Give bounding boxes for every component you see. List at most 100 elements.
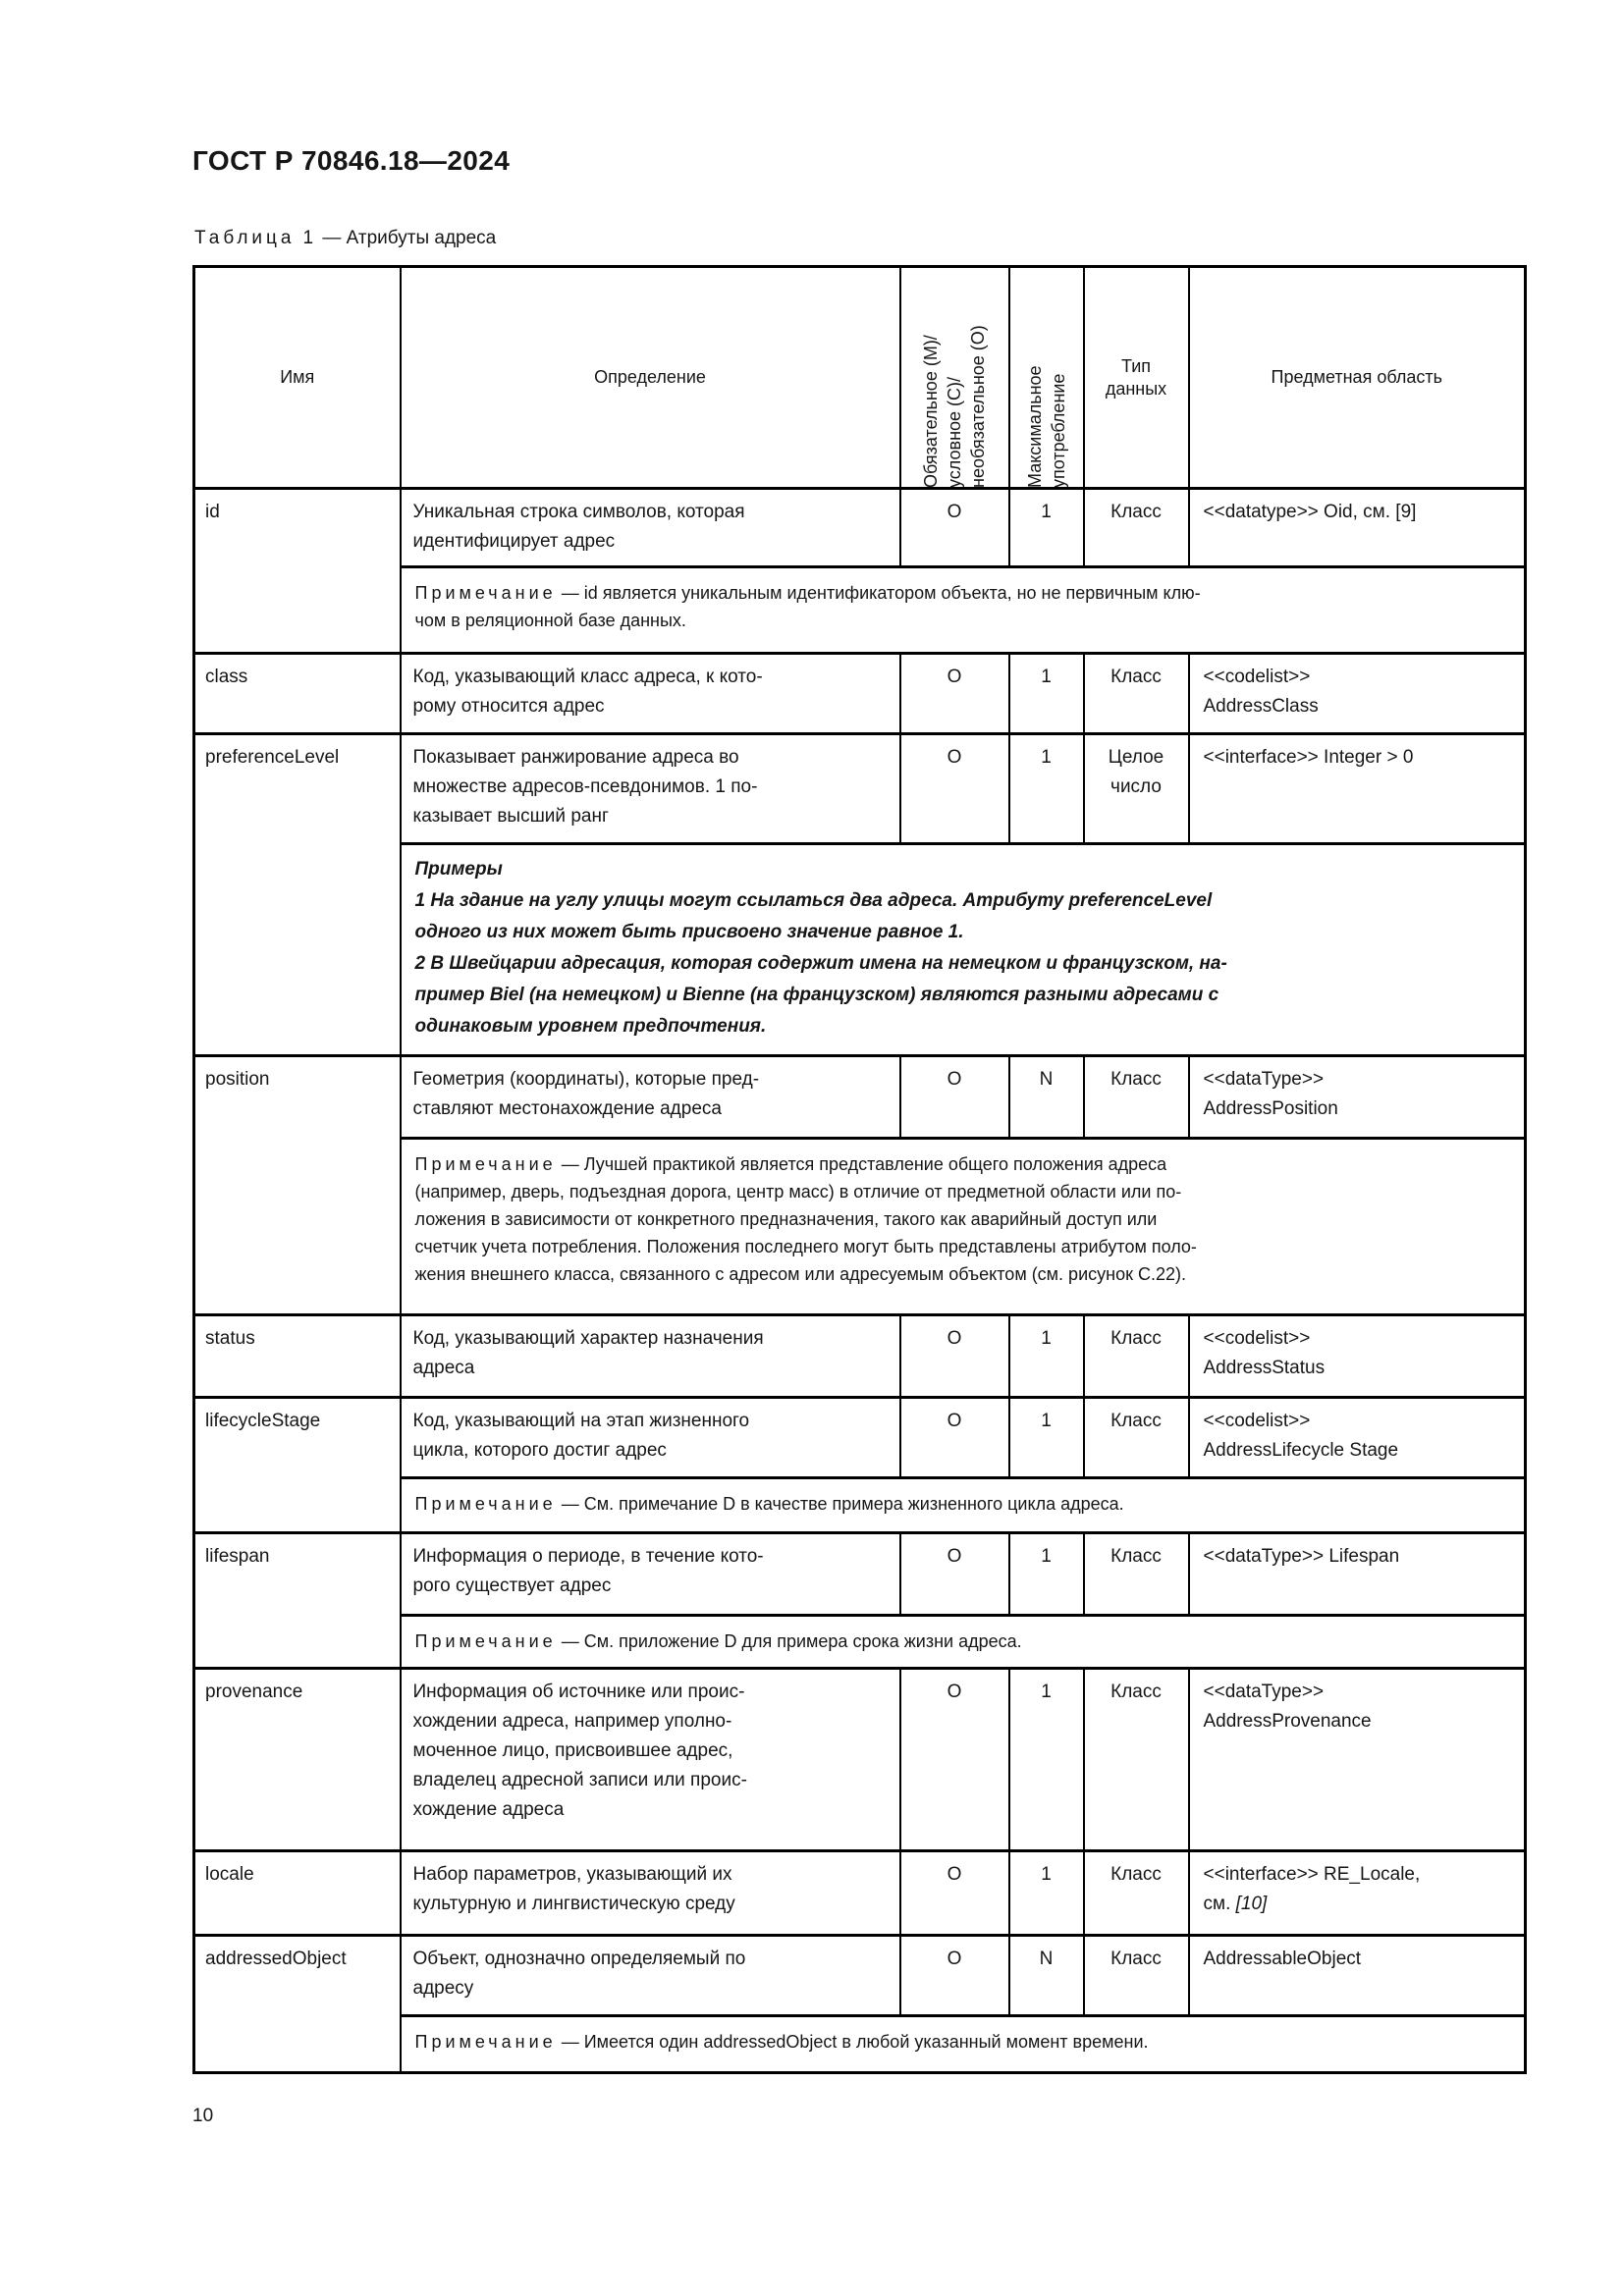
obligation-cell: О	[898, 652, 1010, 735]
domain-cell: <<datatype>> Oid, см. [9]	[1187, 487, 1527, 568]
data-type-cell: Класс	[1082, 1531, 1190, 1617]
row-position: position Геометрия (координаты), которые…	[192, 1054, 1527, 1316]
row-id: id Уникальная строка символов, которая и…	[192, 487, 1527, 655]
domain-cell: <<dataType>> AddressPosition	[1187, 1054, 1527, 1140]
domain-cell: <<interface>> RE_Locale, см. [10]	[1187, 1849, 1527, 1937]
definition-cell: Информация об источнике или проис- хожде…	[399, 1667, 901, 1852]
note-text: — См. приложение D для примера срока жиз…	[561, 1631, 1022, 1651]
data-type-cell: Класс	[1082, 1667, 1190, 1852]
max-usage-cell: 1	[1007, 1667, 1085, 1852]
row-class: class Код, указывающий класс адреса, к к…	[192, 652, 1527, 735]
header-data-type: Тип данных	[1082, 265, 1190, 490]
row-lifespan-note: Примечание — См. приложение D для пример…	[194, 1614, 1527, 1670]
definition-cell: Геометрия (координаты), которые пред- ст…	[399, 1054, 901, 1140]
note-cell: Примечание — Имеется один addressedObjec…	[399, 2014, 1527, 2074]
caption-dash: —	[322, 228, 342, 248]
max-usage-cell: 1	[1007, 1396, 1085, 1479]
row-lifecycleStage-note: Примечание — См. примечание D в качестве…	[194, 1476, 1527, 1534]
domain-cell: <<codelist>> AddressStatus	[1187, 1313, 1527, 1399]
row-preferenceLevel: preferenceLevel Показывает ранжирование …	[192, 732, 1527, 1057]
obligation-cell: О	[898, 487, 1010, 568]
attr-name-cell: provenance	[192, 1667, 402, 1852]
note-cell: Примечание — См. приложение D для пример…	[399, 1614, 1527, 1670]
attr-name-cell: position	[192, 1054, 402, 1316]
note-label: Примечание	[414, 1494, 557, 1514]
attr-name-cell: preferenceLevel	[192, 732, 402, 1057]
data-type-cell: Класс	[1082, 487, 1190, 568]
definition-cell: Набор параметров, указывающий их культур…	[399, 1849, 901, 1937]
header-domain: Предметная область	[1187, 265, 1527, 490]
note-text: — id является уникальным идентификатором…	[414, 583, 1201, 630]
domain-text: <<interface>> RE_Locale, см.	[1203, 1864, 1421, 1914]
definition-cell: Код, указывающий характер назначения адр…	[399, 1313, 901, 1399]
domain-cell: <<codelist>> AddressLifecycle Stage	[1187, 1396, 1527, 1479]
domain-cell: <<codelist>> AddressClass	[1187, 652, 1527, 735]
obligation-cell: О	[898, 1531, 1010, 1617]
obligation-cell: О	[898, 1054, 1010, 1140]
note-cell: Примечание — id является уникальным иден…	[399, 565, 1527, 655]
data-type-cell: Класс	[1082, 1396, 1190, 1479]
obligation-cell: О	[898, 732, 1010, 845]
definition-cell: Информация о периоде, в течение кото- ро…	[399, 1531, 901, 1617]
definition-cell: Код, указывающий класс адреса, к кото- р…	[399, 652, 901, 735]
header-obligation-vertical-text: Обязательное (M)/ условное (C)/ необязат…	[921, 324, 988, 488]
note-label: Примечание	[414, 1631, 557, 1651]
max-usage-cell: N	[1007, 1934, 1085, 2017]
document-code: ГОСТ Р 70846.18—2024	[192, 145, 511, 176]
row-status: status Код, указывающий характер назначе…	[192, 1313, 1527, 1399]
max-usage-cell: N	[1007, 1054, 1085, 1140]
definition-cell: Код, указывающий на этап жизненного цикл…	[399, 1396, 901, 1479]
header-max-usage-vertical-text: Максимальное употребление	[1024, 364, 1068, 488]
obligation-cell: О	[898, 1934, 1010, 2017]
row-lifecycleStage: lifecycleStage Код, указывающий на этап …	[192, 1396, 1527, 1534]
max-usage-cell: 1	[1007, 1313, 1085, 1399]
data-type-cell: Целое число	[1082, 732, 1190, 845]
row-addressedObject-note: Примечание — Имеется один addressedObjec…	[194, 2014, 1527, 2074]
data-type-cell: Класс	[1082, 1934, 1190, 2017]
data-type-cell: Класс	[1082, 1313, 1190, 1399]
max-usage-cell: 1	[1007, 1531, 1085, 1617]
domain-cell: <<interface>> Integer > 0	[1187, 732, 1527, 845]
header-obligation: Обязательное (M)/ условное (C)/ необязат…	[898, 265, 1010, 490]
definition-cell: Уникальная строка символов, которая иден…	[399, 487, 901, 568]
obligation-cell: О	[898, 1667, 1010, 1852]
attr-name-cell: locale	[192, 1849, 402, 1937]
row-id-note: Примечание — id является уникальным иден…	[194, 565, 1527, 655]
obligation-cell: О	[898, 1313, 1010, 1399]
definition-cell: Показывает ранжирование адреса во множес…	[399, 732, 901, 845]
attr-name-cell: addressedObject	[192, 1934, 402, 2074]
row-preferenceLevel-examples: Примеры 1 На здание на углу улицы могут …	[194, 842, 1527, 1057]
attr-name-cell: class	[192, 652, 402, 735]
row-lifespan: lifespan Информация о периоде, в течение…	[192, 1531, 1527, 1670]
domain-reference: [10]	[1235, 1894, 1268, 1914]
attr-name-cell: status	[192, 1313, 402, 1399]
row-addressedObject: addressedObject Объект, однозначно опред…	[192, 1934, 1527, 2074]
note-text: — Лучшей практикой является представлени…	[414, 1154, 1197, 1284]
obligation-cell: О	[898, 1849, 1010, 1937]
domain-cell: <<dataType>> AddressProvenance	[1187, 1667, 1527, 1852]
data-type-cell: Класс	[1082, 1849, 1190, 1937]
row-provenance: provenance Информация об источнике или п…	[192, 1667, 1527, 1852]
caption-number: 1	[302, 228, 314, 248]
note-text: — См. примечание D в качестве примера жи…	[561, 1494, 1124, 1514]
obligation-cell: О	[898, 1396, 1010, 1479]
attr-name-cell: id	[192, 487, 402, 655]
address-attributes-table: Имя Определение Обязательное (M)/ условн…	[192, 265, 1527, 2074]
domain-cell: AddressableObject	[1187, 1934, 1527, 2017]
definition-cell: Объект, однозначно определяемый по адрес…	[399, 1934, 901, 2017]
data-type-cell: Класс	[1082, 652, 1190, 735]
max-usage-cell: 1	[1007, 732, 1085, 845]
caption-word: Таблица	[194, 228, 296, 248]
max-usage-cell: 1	[1007, 652, 1085, 735]
row-position-note: Примечание — Лучшей практикой является п…	[194, 1137, 1527, 1316]
note-cell: Примечание — См. примечание D в качестве…	[399, 1476, 1527, 1534]
caption-title: Атрибуты адреса	[346, 228, 497, 248]
attr-name-cell: lifecycleStage	[192, 1396, 402, 1534]
header-name: Имя	[192, 265, 402, 490]
page-number: 10	[192, 2106, 214, 2126]
note-text: — Имеется один addressedObject в любой у…	[561, 2032, 1149, 2052]
examples-cell: Примеры 1 На здание на углу улицы могут …	[399, 842, 1527, 1057]
max-usage-cell: 1	[1007, 487, 1085, 568]
max-usage-cell: 1	[1007, 1849, 1085, 1937]
note-label: Примечание	[414, 583, 557, 603]
